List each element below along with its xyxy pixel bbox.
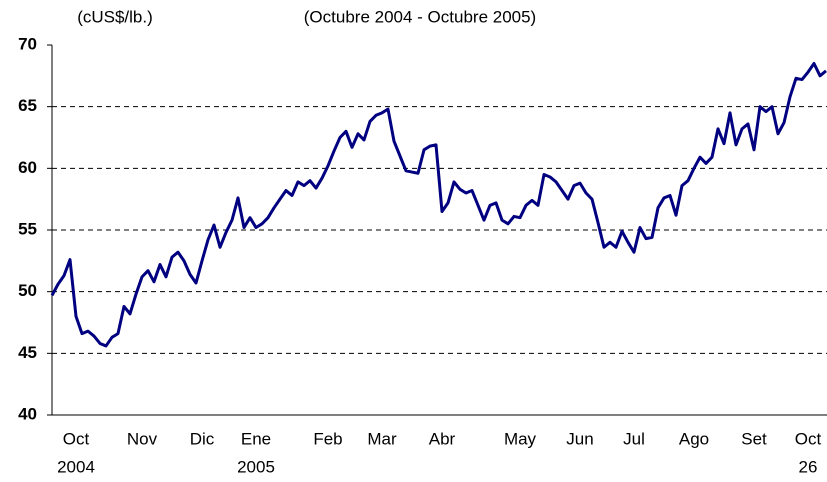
y-tick-label: 40	[18, 404, 37, 423]
x-tick-label: Dic	[190, 429, 215, 448]
x-tick-label: May	[504, 429, 537, 448]
y-tick-label: 65	[18, 96, 37, 115]
unit-label: (cUS$/lb.)	[77, 7, 153, 26]
y-tick-label: 45	[18, 343, 37, 362]
y-tick-label: 50	[18, 281, 37, 300]
x-tick-label: Nov	[127, 429, 158, 448]
x-tick-label: Jul	[623, 429, 645, 448]
x-tick-sublabel: 26	[799, 457, 818, 476]
y-tick-label: 55	[18, 219, 37, 238]
y-tick-label: 70	[18, 34, 37, 53]
x-tick-label: Oct	[63, 429, 90, 448]
x-tick-sublabel: 2005	[237, 457, 275, 476]
x-tick-label: Set	[741, 429, 767, 448]
x-tick-sublabel: 2004	[57, 457, 95, 476]
x-tick-label: Mar	[367, 429, 397, 448]
line	[50, 62, 827, 348]
x-tick-label: Abr	[429, 429, 456, 448]
y-tick-label: 60	[18, 158, 37, 177]
x-tick-label: Feb	[313, 429, 342, 448]
x-tick-label: Oct	[795, 429, 822, 448]
x-tick-label: Jun	[566, 429, 593, 448]
chart-title: (Octubre 2004 - Octubre 2005)	[304, 7, 536, 26]
x-tick-label: Ene	[241, 429, 271, 448]
x-tick-label: Ago	[679, 429, 709, 448]
